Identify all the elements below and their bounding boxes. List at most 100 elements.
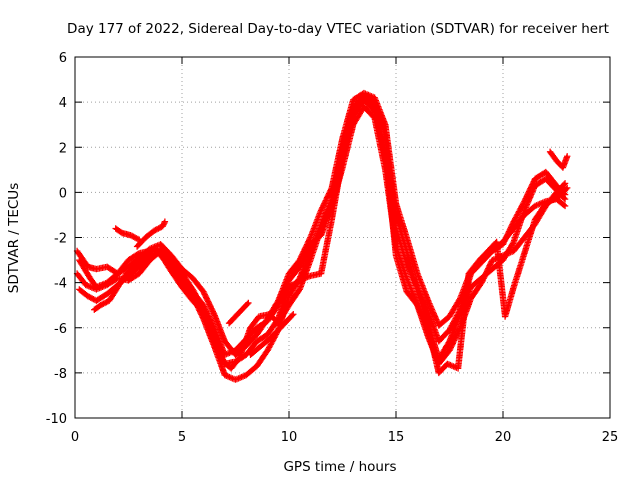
data-point <box>189 297 206 314</box>
data-point <box>531 201 549 223</box>
data-point <box>245 299 252 307</box>
data-point <box>435 314 452 329</box>
data-point <box>561 180 569 187</box>
data-point <box>253 348 270 370</box>
data-point <box>542 168 559 188</box>
data-point <box>238 300 251 313</box>
data-point <box>236 326 254 361</box>
data-point <box>86 274 99 289</box>
data-point <box>243 339 260 358</box>
data-point <box>73 247 91 269</box>
data-point <box>296 235 313 264</box>
data-point <box>93 291 109 304</box>
data-point <box>247 343 264 358</box>
data-point <box>510 208 528 246</box>
data-point <box>510 199 527 225</box>
data-point <box>290 311 297 318</box>
x-tick-label: 10 <box>281 430 298 445</box>
y-tick-label: -4 <box>54 277 67 292</box>
data-point <box>178 283 195 303</box>
x-tick-label: 20 <box>495 430 512 445</box>
data-point <box>424 308 442 343</box>
series-segment-e <box>546 148 571 171</box>
data-point <box>555 185 570 201</box>
y-tick-label: 0 <box>59 186 67 201</box>
data-point <box>446 312 463 345</box>
x-tick-label: 25 <box>602 430 619 445</box>
data-point <box>125 271 142 284</box>
data-point <box>392 211 410 253</box>
x-axis-label: GPS time / hours <box>283 459 396 475</box>
data-point <box>161 218 169 225</box>
data-point <box>157 241 174 258</box>
data-point <box>360 92 377 105</box>
data-point <box>493 238 509 319</box>
data-point <box>125 250 142 264</box>
y-tick-label: 6 <box>59 51 67 66</box>
data-point <box>403 234 421 276</box>
y-tick-label: -8 <box>54 367 67 382</box>
series-segment-a <box>112 225 143 243</box>
y-tick-label: -6 <box>54 322 67 337</box>
data-point <box>247 314 262 331</box>
data-point <box>159 254 174 274</box>
data-point <box>112 225 124 236</box>
chart-title: Day 177 of 2022, Sidereal Day-to-day VTE… <box>67 21 609 37</box>
data-point <box>225 314 238 327</box>
data-point <box>275 278 292 309</box>
data-point <box>542 175 559 193</box>
data-point <box>281 312 296 327</box>
data-point <box>189 274 206 294</box>
data-point <box>285 276 303 300</box>
x-tick-label: 5 <box>178 430 186 445</box>
data-point <box>228 355 242 372</box>
data-point <box>446 326 463 354</box>
axis-ticks: 0 5 10 15 20 25 -10 -8 -6 -4 -2 0 2 4 6 <box>46 51 619 445</box>
y-tick-label: 4 <box>59 96 67 111</box>
data-point <box>123 262 140 277</box>
y-tick-label: -2 <box>54 232 67 247</box>
data-point <box>285 287 302 309</box>
data-point <box>76 256 93 280</box>
data-point <box>243 363 259 379</box>
data-point <box>392 252 410 294</box>
data-point <box>91 302 103 313</box>
data-point <box>136 253 152 270</box>
data-point <box>478 258 495 286</box>
data-point <box>561 195 569 203</box>
data-point <box>106 285 121 304</box>
data-point <box>114 258 131 277</box>
data-point <box>382 148 399 258</box>
data-point <box>136 258 153 277</box>
data-point <box>142 228 157 241</box>
data-point <box>296 258 314 293</box>
data-point <box>178 265 195 281</box>
data-point <box>151 223 165 234</box>
series-segment-c <box>225 299 252 327</box>
data-point <box>97 298 111 309</box>
data-point <box>564 184 571 192</box>
data-point <box>350 93 367 117</box>
data-point <box>114 271 129 291</box>
data-point <box>125 255 142 270</box>
data-point <box>553 181 568 196</box>
data-layer <box>73 89 571 383</box>
data-point <box>285 258 302 277</box>
data-point <box>546 148 559 163</box>
data-point <box>317 217 335 277</box>
data-point <box>328 156 346 210</box>
data-point <box>93 280 109 291</box>
data-point <box>465 258 482 277</box>
data-point <box>454 272 472 372</box>
data-point <box>76 286 90 299</box>
data-point <box>221 347 238 358</box>
data-point <box>564 153 571 160</box>
data-point <box>296 242 313 270</box>
data-point <box>73 270 88 287</box>
data-point <box>168 261 185 281</box>
data-point <box>253 318 270 331</box>
data-point <box>317 204 335 232</box>
data-point <box>360 103 377 120</box>
y-tick-label: -10 <box>46 412 67 427</box>
